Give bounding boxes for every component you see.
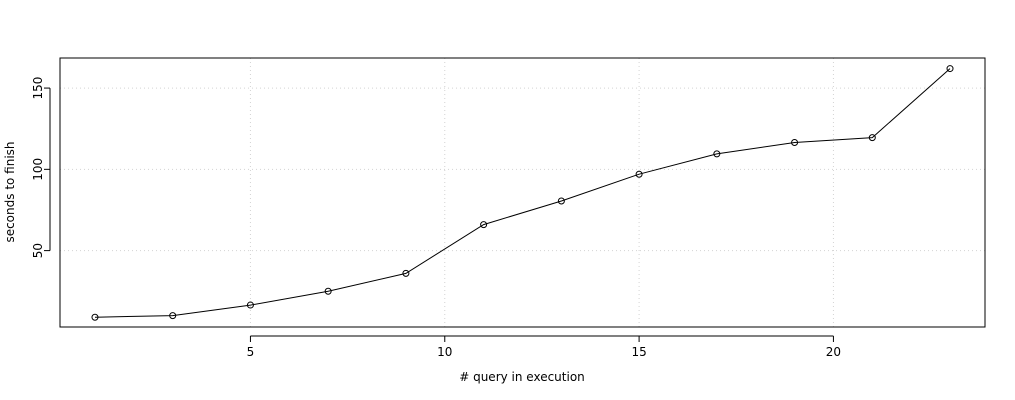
x-axis-label: # query in execution — [459, 370, 585, 384]
data-point — [868, 134, 876, 142]
data-point — [480, 221, 488, 229]
data-point — [402, 269, 410, 277]
data-point — [557, 197, 565, 205]
x-tick-label: 10 — [437, 345, 452, 359]
axes: 5 10 15 20 50 100 150 — [31, 77, 841, 359]
data-point — [713, 150, 721, 158]
x-tick-label: 15 — [631, 345, 646, 359]
y-tick-label: 100 — [31, 158, 45, 181]
y-tick-label: 150 — [31, 77, 45, 100]
plot-frame — [59, 57, 986, 328]
series-line — [94, 68, 951, 318]
data-point — [791, 139, 799, 147]
x-tick-label: 5 — [247, 345, 255, 359]
data-points — [91, 65, 954, 321]
data-point — [91, 313, 99, 321]
y-tick-label: 50 — [31, 243, 45, 258]
grid — [60, 58, 985, 327]
data-point — [946, 65, 954, 73]
data-point — [635, 170, 643, 178]
x-tick-label: 20 — [826, 345, 841, 359]
data-point — [169, 312, 177, 320]
y-axis-label: seconds to finish — [3, 141, 17, 242]
data-point — [246, 301, 254, 309]
data-point — [324, 287, 332, 295]
